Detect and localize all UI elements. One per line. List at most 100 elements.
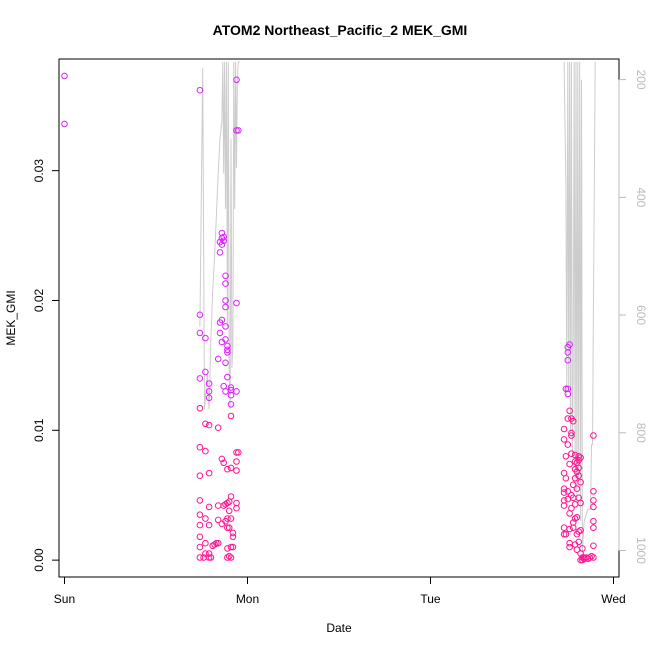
data-point — [196, 443, 204, 451]
data-point — [564, 415, 572, 422]
y2-tick-label: 600 — [634, 305, 648, 325]
x-tick-label: Wed — [601, 592, 625, 606]
data-point — [564, 349, 572, 356]
data-point — [590, 497, 597, 504]
data-point — [227, 412, 235, 420]
data-point — [573, 485, 581, 493]
data-point — [575, 453, 583, 460]
data-point — [233, 76, 240, 84]
data-point — [575, 538, 583, 546]
y-tick-label: 0.01 — [32, 418, 46, 442]
data-point — [214, 502, 222, 509]
data-point — [227, 493, 235, 500]
data-point — [225, 507, 233, 515]
data-point — [566, 341, 573, 348]
data-point — [220, 237, 227, 245]
data-point — [227, 515, 235, 522]
data-point — [590, 432, 597, 439]
data-point — [222, 388, 229, 395]
data-point — [224, 342, 231, 350]
data-point — [196, 329, 204, 337]
data-point — [577, 454, 584, 461]
data-point — [205, 388, 213, 395]
right-y-axis: 200 400 600 800 1000 — [618, 70, 648, 564]
data-point — [218, 241, 226, 248]
data-point — [566, 407, 573, 415]
data-point — [560, 425, 568, 433]
data-point — [224, 554, 231, 561]
data-point — [229, 533, 237, 541]
data-point — [224, 515, 231, 522]
data-point — [196, 404, 204, 412]
data-point — [590, 542, 597, 550]
data-point — [564, 356, 572, 364]
data-point — [569, 481, 577, 489]
data-point — [575, 528, 583, 535]
y2-tick-label: 400 — [634, 187, 648, 207]
data-point — [233, 504, 240, 512]
x-tick-label: Sun — [54, 592, 75, 606]
data-point — [222, 303, 229, 311]
data-point — [590, 503, 597, 511]
data-point — [213, 539, 220, 547]
data-point — [222, 336, 229, 343]
data-point — [214, 516, 222, 524]
data-point — [205, 421, 213, 429]
data-point — [568, 504, 575, 512]
data-point — [202, 368, 209, 376]
data-point — [566, 460, 573, 468]
data-point — [205, 521, 213, 529]
data-point — [196, 521, 204, 529]
data-point — [214, 355, 222, 363]
data-point — [571, 515, 579, 522]
data-point — [205, 550, 213, 557]
data-point — [224, 545, 231, 552]
plot-area — [61, 61, 597, 564]
data-point — [564, 390, 572, 398]
data-point — [227, 384, 235, 391]
data-point — [588, 552, 595, 560]
data-point — [233, 458, 240, 465]
data-point — [229, 543, 237, 551]
data-point — [224, 524, 231, 532]
data-point — [573, 468, 581, 476]
chart-title: ATOM2 Northeast_Pacific_2 MEK_GMI — [213, 22, 468, 38]
data-point — [560, 524, 568, 532]
data-point — [196, 543, 204, 551]
data-point — [227, 391, 235, 399]
data-point — [575, 472, 583, 480]
data-point — [196, 375, 204, 382]
data-point — [235, 127, 242, 134]
data-point — [575, 464, 583, 472]
data-point — [202, 334, 209, 342]
data-point — [61, 72, 68, 80]
data-point — [220, 233, 227, 241]
data-point — [233, 299, 240, 307]
data-point — [214, 424, 222, 432]
data-point — [196, 533, 204, 541]
data-point — [222, 280, 229, 287]
data-point — [225, 552, 233, 560]
data-point — [590, 517, 597, 525]
data-point — [227, 554, 235, 561]
y-axis-label: MEK_GMI — [4, 290, 18, 345]
data-point — [560, 502, 568, 509]
data-point — [571, 501, 579, 508]
data-point — [590, 488, 597, 495]
data-point — [202, 447, 209, 455]
y-tick-label: 0.03 — [32, 159, 46, 183]
data-point — [568, 432, 575, 439]
data-point — [560, 489, 568, 496]
data-point — [579, 545, 586, 552]
data-point — [227, 464, 235, 472]
data-point — [196, 86, 204, 94]
data-point — [218, 316, 226, 324]
y2-tick-label: 800 — [634, 423, 648, 443]
plot-border — [58, 58, 620, 578]
data-point — [205, 503, 213, 511]
data-point — [207, 554, 215, 561]
data-point — [577, 499, 584, 507]
data-point — [214, 539, 222, 547]
data-point — [224, 349, 231, 356]
